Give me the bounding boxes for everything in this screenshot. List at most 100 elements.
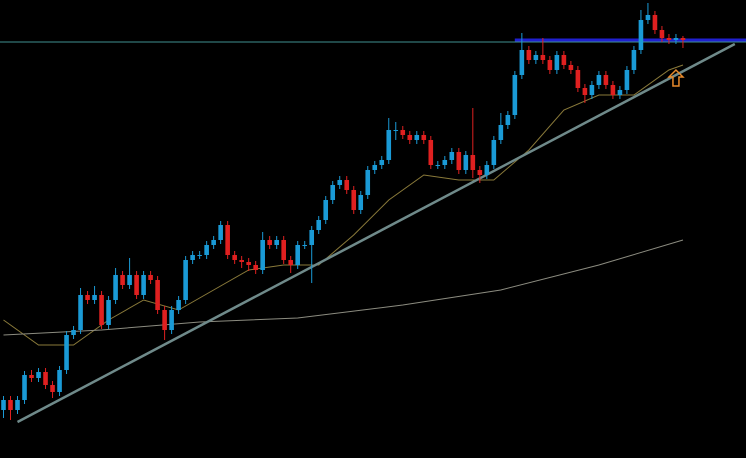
candle-body <box>176 300 181 310</box>
candle-body <box>456 152 462 170</box>
candle-body <box>113 275 118 300</box>
candle-body <box>666 38 672 40</box>
candle-body <box>610 85 616 95</box>
candle-body <box>197 255 202 256</box>
candle-body <box>169 310 174 330</box>
candle-body <box>57 370 62 392</box>
candle-body <box>351 190 357 210</box>
candle-body <box>183 260 188 300</box>
candle-body <box>582 88 588 95</box>
candle-body <box>99 295 104 325</box>
candle-body <box>603 75 609 85</box>
candle-body <box>337 180 343 185</box>
candle-body <box>190 255 195 260</box>
candle-body <box>106 300 111 325</box>
candle-body <box>344 180 350 190</box>
candle-body <box>141 275 146 295</box>
candle-body <box>330 185 336 200</box>
candle-body <box>526 50 532 60</box>
candle-body <box>204 245 209 255</box>
candle-body <box>120 275 125 285</box>
candle-body <box>498 125 504 140</box>
candle-body <box>568 65 574 70</box>
candle-body <box>624 70 630 90</box>
candle-body <box>505 115 511 125</box>
candle-body <box>295 245 300 265</box>
candle-body <box>645 15 651 20</box>
candle-body <box>253 265 258 270</box>
candle-body <box>659 30 665 38</box>
candle-body <box>470 155 476 170</box>
candle-body <box>85 295 90 300</box>
candle-body <box>540 55 546 60</box>
candle-body <box>323 200 329 220</box>
candle-body <box>78 295 83 330</box>
candle-body <box>281 240 286 260</box>
candle-body <box>393 130 399 131</box>
candle-body <box>22 375 27 400</box>
line <box>3 239 684 336</box>
candle-body <box>309 230 315 245</box>
candle-body <box>477 170 483 175</box>
candle-body <box>71 330 76 335</box>
candle-body <box>491 140 497 165</box>
candle-body <box>449 152 455 160</box>
candle-body <box>631 50 637 70</box>
candle-body <box>365 170 371 195</box>
candle-body <box>302 245 308 246</box>
candle-body <box>36 372 41 378</box>
candle-body <box>127 275 132 285</box>
candle-body <box>589 85 595 95</box>
candle-body <box>428 140 434 165</box>
candle-body <box>512 75 518 115</box>
candle-body <box>134 275 139 295</box>
candle-body <box>316 220 322 230</box>
candle-body <box>561 55 567 65</box>
candle-body <box>92 295 97 300</box>
candle-body <box>15 400 20 410</box>
candle-body <box>554 55 560 70</box>
candle-body <box>386 130 392 160</box>
candle-body <box>379 160 385 165</box>
candle-body <box>575 70 581 88</box>
candle-body <box>267 240 272 245</box>
candle-body <box>232 255 237 260</box>
arrow-marker <box>667 68 685 87</box>
candle-body <box>225 225 230 255</box>
candle-body <box>484 165 490 175</box>
candle-body <box>155 280 160 310</box>
candle-body <box>1 400 6 410</box>
candle-body <box>64 335 69 370</box>
candle-body <box>407 135 413 140</box>
candle-body <box>358 195 364 210</box>
candle-body <box>638 20 644 50</box>
candle-body <box>533 55 539 60</box>
candle-body <box>29 375 34 378</box>
candle-body <box>43 372 48 385</box>
candle-body <box>547 60 553 70</box>
candle-body <box>673 38 679 40</box>
candle-body <box>435 165 441 166</box>
candle-body <box>414 135 420 140</box>
candle-body <box>400 130 406 135</box>
candle-body <box>239 260 244 262</box>
candle-body <box>274 240 279 245</box>
candle-body <box>372 165 378 170</box>
candle-body <box>596 75 602 85</box>
candle-body <box>218 225 223 240</box>
line <box>3 64 684 346</box>
candle-body <box>442 160 448 165</box>
candle-body <box>162 310 167 330</box>
candle-body <box>617 90 623 95</box>
candle-body <box>8 400 13 410</box>
candle-body <box>421 135 427 140</box>
candle-body <box>246 262 251 265</box>
line <box>16 42 736 424</box>
candle-body <box>463 155 469 170</box>
candle-body <box>519 50 525 75</box>
candle-body <box>211 240 216 245</box>
candle-body <box>288 260 293 265</box>
